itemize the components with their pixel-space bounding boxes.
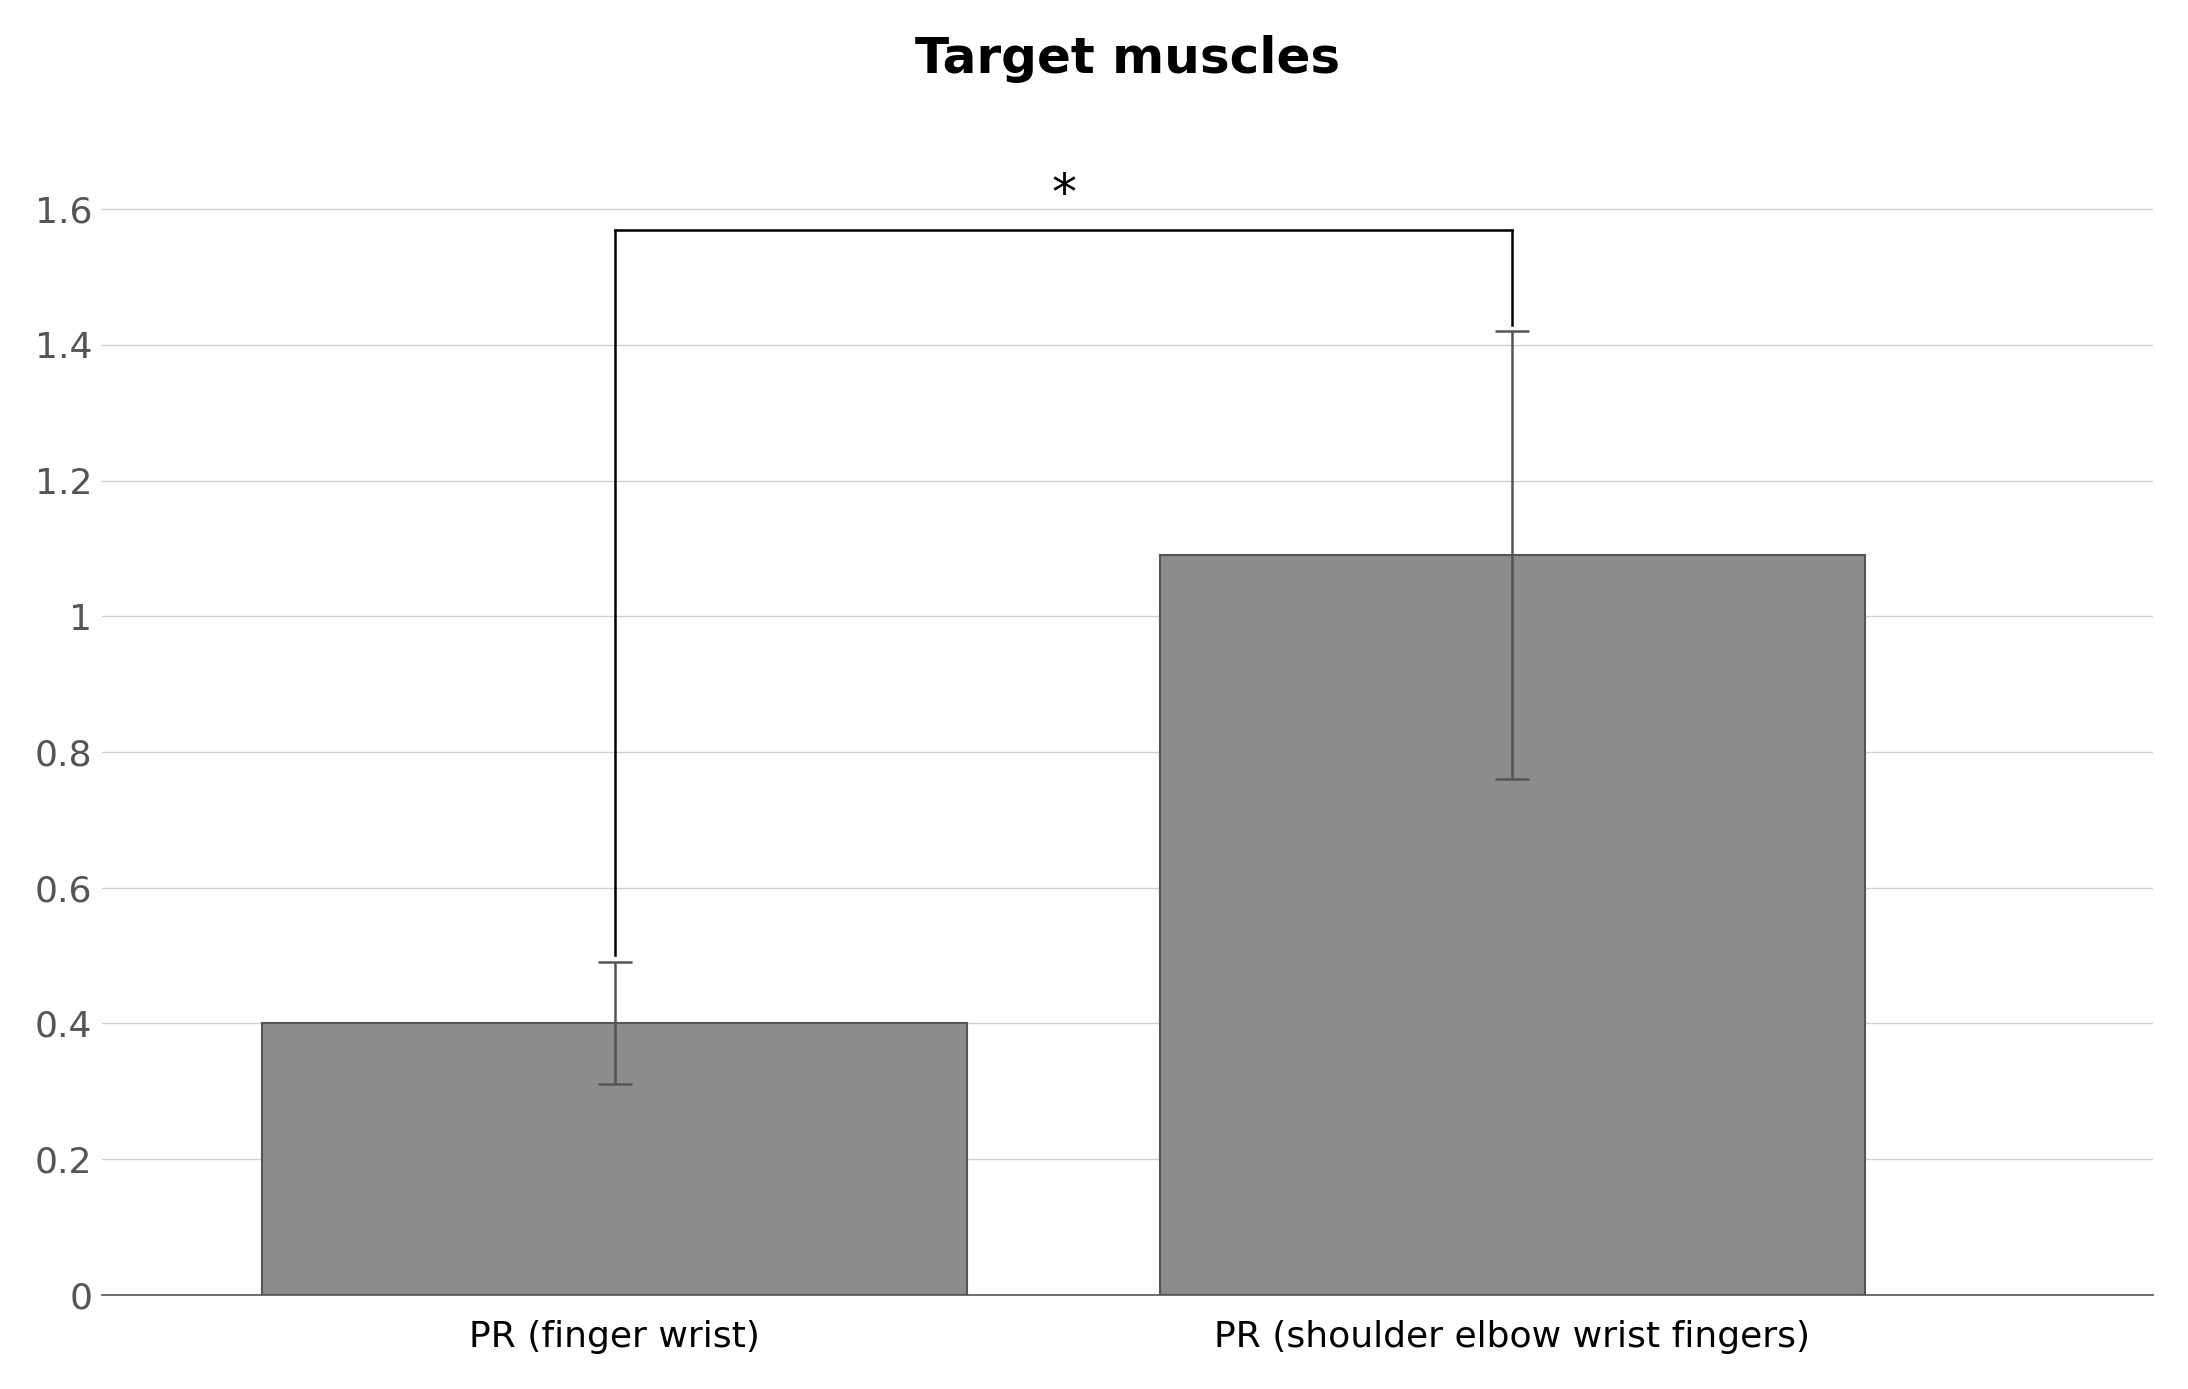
Text: *: * xyxy=(1050,171,1076,219)
Title: Target muscles: Target muscles xyxy=(915,35,1341,83)
Bar xyxy=(1160,556,1864,1295)
Bar xyxy=(263,1024,967,1295)
